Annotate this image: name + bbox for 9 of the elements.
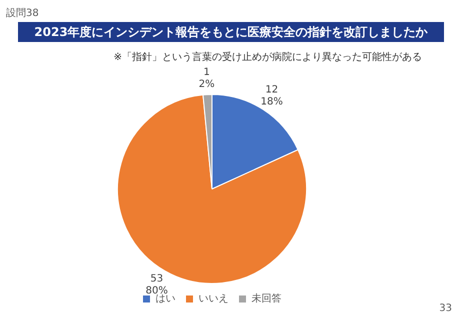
legend-label: 未回答 [252, 292, 282, 305]
legend-label: いいえ [198, 294, 228, 305]
text: 33 [439, 303, 452, 314]
chart-title: 2023年度にインシデント報告をもとに医療安全の指針を改訂しましたか [18, 22, 444, 42]
legend-label: はい [156, 294, 176, 305]
text: 設問38 [6, 6, 39, 20]
data-label: 1 2% [198, 67, 215, 90]
text: ※「指針」という言葉の受け止めが病院により異なった可能性がある [114, 50, 422, 64]
data-label: 12 18% [260, 84, 283, 108]
